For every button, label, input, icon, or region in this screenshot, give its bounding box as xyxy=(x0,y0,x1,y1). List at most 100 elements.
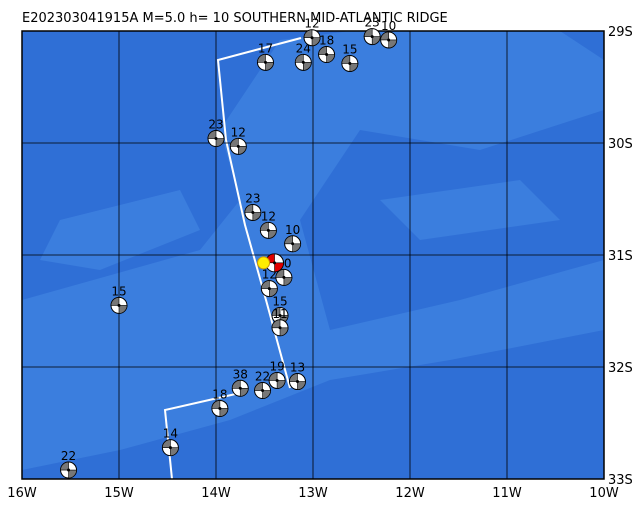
focal-mechanism xyxy=(265,253,285,273)
depth-label: 12 xyxy=(231,125,246,139)
y-tick-label: 33S xyxy=(608,473,633,488)
compression xyxy=(260,222,277,239)
depth-label: 14 xyxy=(163,427,178,441)
axis-dot xyxy=(117,303,121,307)
focal-mechanism xyxy=(260,280,278,298)
compression xyxy=(303,29,321,47)
focal-mechanism xyxy=(288,373,306,391)
y-tick-label: 30S xyxy=(608,137,633,152)
compression xyxy=(363,28,381,45)
compression xyxy=(294,54,312,71)
axis-dot xyxy=(278,313,282,317)
depth-label: 19 xyxy=(269,359,284,373)
x-tick-label: 16W xyxy=(7,486,37,501)
depth-label: 22 xyxy=(255,370,270,384)
focal-mechanism xyxy=(341,54,359,72)
x-tick-label: 10W xyxy=(589,486,619,501)
depth-label: 23 xyxy=(365,16,380,30)
axis-dot xyxy=(214,137,218,141)
focal-mechanism xyxy=(229,137,247,155)
depth-label: 15 xyxy=(111,284,126,298)
compression xyxy=(244,204,262,221)
focal-mechanism xyxy=(303,29,321,47)
focal-mechanism xyxy=(254,382,272,400)
axis-dot xyxy=(266,228,270,232)
compression xyxy=(318,46,335,63)
focal-mechanism xyxy=(275,268,293,286)
compression xyxy=(257,54,274,71)
axis-dot xyxy=(67,468,71,472)
axis-dot xyxy=(282,275,286,279)
x-tick-label: 11W xyxy=(492,486,522,501)
map-title: E202303041915A M=5.0 h= 10 SOUTHERN MID-… xyxy=(22,11,448,26)
compression xyxy=(162,439,179,456)
depth-label: 11 xyxy=(272,307,287,321)
x-tick-label: 12W xyxy=(395,486,425,501)
axis-dot xyxy=(275,378,279,382)
ridge xyxy=(216,37,302,389)
depth-label: 13 xyxy=(290,361,305,375)
axis-dot xyxy=(387,38,391,42)
compression xyxy=(231,379,249,397)
compression xyxy=(271,319,289,337)
depth-label: 15 xyxy=(342,42,357,56)
axis-dot xyxy=(273,261,277,265)
depth-label: 22 xyxy=(61,449,76,463)
compression xyxy=(284,235,301,253)
compression xyxy=(110,297,128,314)
focal-mechanism xyxy=(363,28,381,46)
focal-mechanism xyxy=(60,461,78,479)
depth-label: 10 xyxy=(285,223,300,237)
axis-dot xyxy=(236,144,240,148)
depth-label: 12 xyxy=(261,209,276,223)
axis-dot xyxy=(261,389,265,393)
compression xyxy=(60,461,77,479)
depth-label: 12 xyxy=(304,17,319,31)
focal-mechanism xyxy=(110,296,128,314)
axis-dot xyxy=(251,210,255,214)
focal-mechanism xyxy=(244,203,262,221)
depth-label: 24 xyxy=(296,41,311,55)
x-tick-label: 13W xyxy=(298,486,328,501)
compression xyxy=(341,55,359,72)
compression xyxy=(268,372,286,389)
axis-dot xyxy=(325,53,329,57)
compression xyxy=(230,138,247,155)
axis-dot xyxy=(348,61,352,65)
x-tick-label: 15W xyxy=(104,486,134,501)
focal-mechanism xyxy=(380,31,398,49)
focal-mechanism xyxy=(231,379,249,397)
focal-mechanism xyxy=(271,319,289,337)
x-tick-label: 14W xyxy=(201,486,231,501)
axis-dot xyxy=(370,35,374,39)
focal-mechanism xyxy=(211,399,229,417)
depth-label: 10 xyxy=(381,19,396,33)
compression xyxy=(207,130,225,147)
y-tick-label: 31S xyxy=(608,249,633,264)
axis-dot xyxy=(295,380,299,384)
y-tick-label: 32S xyxy=(608,361,633,376)
focal-mechanism xyxy=(256,53,274,71)
axis-dot xyxy=(218,406,222,410)
depth-label: 38 xyxy=(233,367,248,381)
bathymetry xyxy=(22,31,604,470)
compression xyxy=(254,382,271,399)
axis-dot xyxy=(301,60,305,64)
compression xyxy=(211,400,229,417)
compression xyxy=(289,373,306,390)
focal-mechanism xyxy=(318,46,336,64)
depth-label: 18 xyxy=(212,387,227,401)
depth-label: 15 xyxy=(272,294,287,308)
compression xyxy=(380,31,397,49)
focal-mechanism xyxy=(207,130,225,148)
axis-dot xyxy=(310,36,314,40)
focal-mechanism xyxy=(268,371,286,389)
axis-dot xyxy=(263,60,267,64)
depth-label: 18 xyxy=(319,34,334,48)
compression xyxy=(261,280,278,297)
depth-label: 23 xyxy=(245,191,260,205)
y-tick-label: 29S xyxy=(608,25,633,40)
depth-label: 23 xyxy=(208,118,223,132)
focal-mechanism xyxy=(284,235,302,253)
